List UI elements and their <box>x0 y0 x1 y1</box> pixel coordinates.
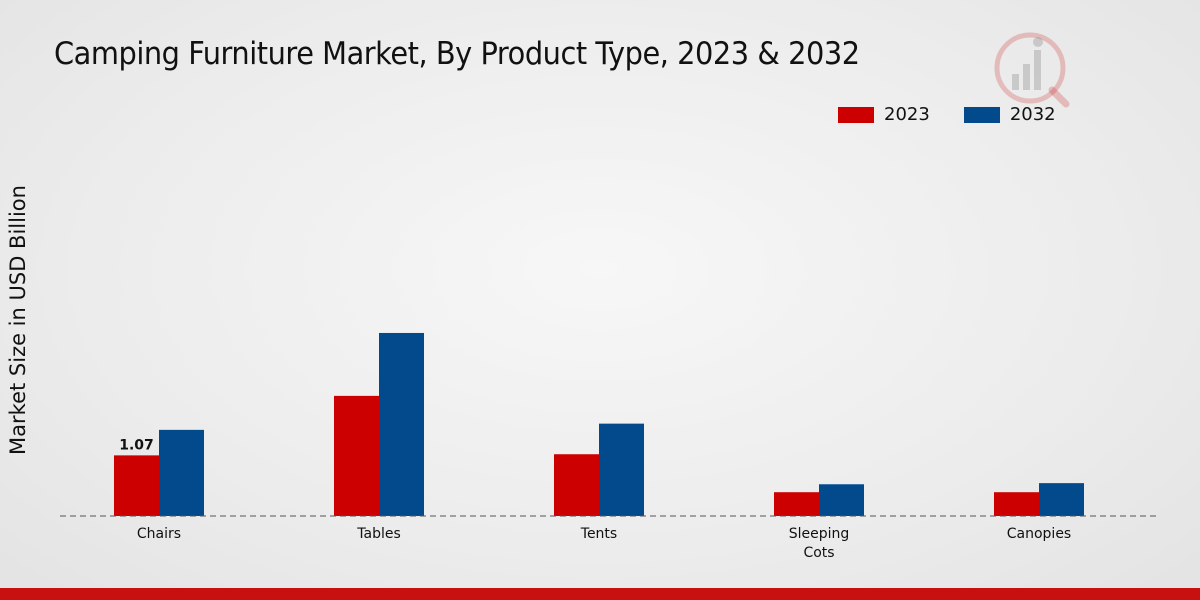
x-tick-label: Tables <box>356 526 401 542</box>
x-tick-label: Chairs <box>137 526 181 542</box>
bar-2032-chairs <box>159 429 204 516</box>
brand-logo-icon <box>992 28 1072 116</box>
accent-bar <box>0 588 1200 600</box>
legend-swatch-2023 <box>838 106 874 123</box>
brand-logo-graphic <box>994 32 1070 108</box>
data-label: 1.07 <box>119 437 154 453</box>
legend-swatch-2032 <box>963 106 1000 123</box>
bar-2023-tents <box>554 454 599 516</box>
bar-2032-tables <box>379 332 424 516</box>
x-tick-label: Canopies <box>1007 526 1071 542</box>
x-tick-label: Sleeping <box>789 526 850 542</box>
x-tick-label: Cots <box>803 545 834 561</box>
legend: 2023 2032 <box>838 104 1090 125</box>
legend-item-2023: 2023 <box>838 104 930 125</box>
bar-2032-sleeping <box>819 484 864 516</box>
legend-label-2023: 2023 <box>884 104 930 125</box>
bar-2023-canopies <box>994 492 1039 516</box>
legend-label-2032: 2032 <box>1009 104 1056 125</box>
bar-2032-tents <box>599 423 644 516</box>
bar-2023-tables <box>334 395 379 516</box>
legend-item-2032: 2032 <box>963 104 1056 125</box>
chart-title: Camping Furniture Market, By Product Typ… <box>54 36 860 72</box>
bar-2032-canopies <box>1039 483 1084 516</box>
x-tick-label: Tents <box>580 526 617 542</box>
bar-2023-chairs <box>114 455 159 516</box>
bar-2023-sleeping <box>774 492 819 516</box>
